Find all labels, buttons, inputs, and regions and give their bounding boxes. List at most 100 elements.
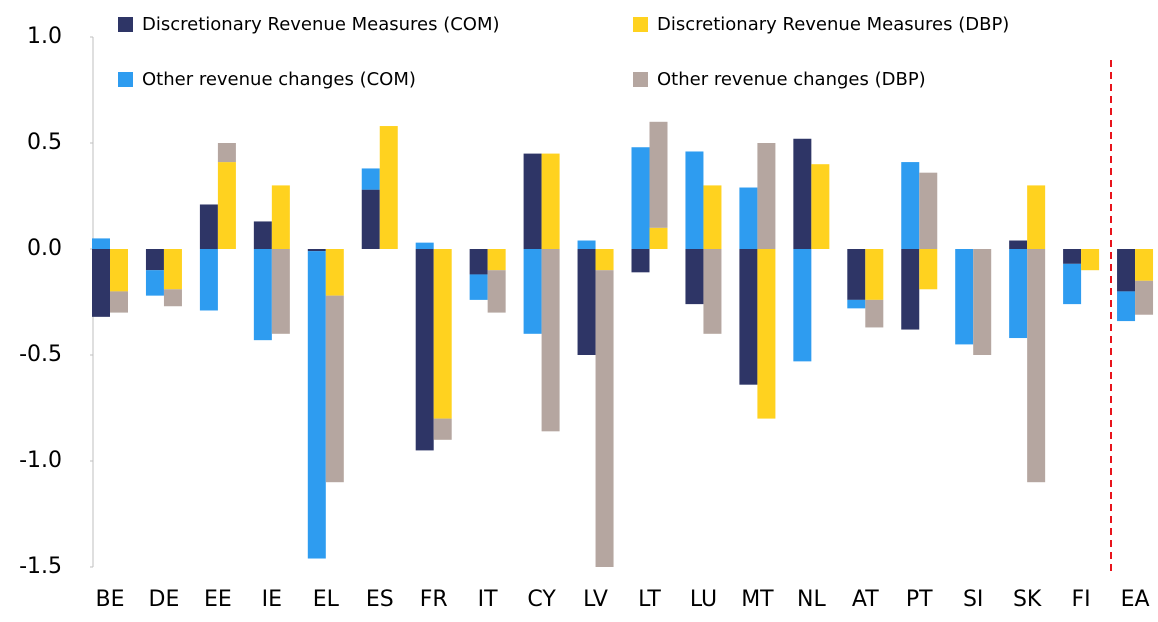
y-tick-label: -0.5 (19, 342, 62, 367)
bar (271, 249, 290, 334)
bar (1081, 249, 1100, 271)
bar (433, 249, 452, 419)
bar (1027, 249, 1046, 483)
legend-swatch (633, 17, 648, 32)
bar (541, 153, 560, 249)
bar (145, 249, 164, 271)
bar (1063, 263, 1082, 305)
bar (739, 187, 758, 249)
bar (307, 249, 326, 252)
bar (110, 249, 128, 292)
bar (847, 299, 866, 309)
bar (1117, 249, 1136, 292)
bar (955, 249, 974, 345)
x-tick-label: IT (478, 587, 498, 612)
legend-swatch (633, 72, 648, 87)
x-tick-label: EE (204, 587, 232, 612)
bar (757, 143, 776, 249)
bar (487, 249, 506, 271)
bar (307, 251, 326, 559)
bar (163, 249, 182, 290)
legend-swatch (118, 72, 133, 87)
bar (685, 151, 704, 249)
bar (649, 227, 668, 249)
x-tick-label: LT (638, 587, 661, 612)
y-tick-label: 0.0 (27, 236, 62, 261)
legend-label: Discretionary Revenue Measures (DBP) (657, 14, 1009, 35)
bar (1135, 249, 1154, 281)
bar (1117, 291, 1136, 322)
bar (847, 249, 866, 300)
bar (577, 240, 596, 249)
bar (793, 138, 812, 249)
bar (631, 249, 650, 273)
bar (901, 249, 920, 330)
bar (811, 164, 830, 249)
bar (793, 249, 812, 362)
bar (271, 185, 290, 249)
bar (253, 249, 272, 341)
bar (865, 249, 884, 300)
bar (1135, 280, 1154, 315)
bar (415, 249, 434, 451)
bar (1009, 240, 1028, 249)
bar (361, 168, 380, 190)
bar (703, 249, 722, 334)
bar (217, 143, 236, 163)
bar (631, 147, 650, 249)
bar (361, 189, 380, 249)
bar (919, 172, 938, 249)
bar (685, 249, 704, 305)
bar (595, 270, 614, 567)
bar (145, 270, 164, 296)
bar (110, 291, 128, 313)
bar (163, 289, 182, 307)
bar (92, 238, 110, 249)
legend-label: Other revenue changes (COM) (142, 69, 416, 90)
x-tick-label: MT (741, 587, 774, 612)
x-tick-label: EA (1121, 587, 1150, 612)
bar (541, 249, 560, 432)
bar (253, 221, 272, 249)
x-tick-label: FI (1072, 587, 1091, 612)
bar (199, 204, 218, 249)
bar (1027, 185, 1046, 249)
bar (469, 274, 488, 300)
x-tick-label: NL (797, 587, 826, 612)
bar (433, 418, 452, 440)
y-tick-label: -1.0 (19, 448, 62, 473)
legend-label: Discretionary Revenue Measures (COM) (142, 14, 500, 35)
legend-label: Other revenue changes (DBP) (657, 69, 926, 90)
y-tick-label: -1.5 (19, 554, 62, 579)
bar (865, 299, 884, 328)
legend-swatch (118, 17, 133, 32)
x-tick-label: PT (906, 587, 933, 612)
x-tick-label: CY (527, 587, 556, 612)
bar (757, 249, 776, 419)
bar (1063, 249, 1082, 264)
bar (487, 270, 506, 313)
bar (649, 121, 668, 228)
bar (919, 249, 938, 290)
x-tick-label: ES (366, 587, 394, 612)
x-tick-label: FR (420, 587, 448, 612)
bar (523, 153, 542, 249)
bar (325, 295, 344, 483)
bar (217, 162, 236, 249)
bar (523, 249, 542, 334)
x-tick-label: AT (852, 587, 879, 612)
x-tick-label: LV (583, 587, 608, 612)
bar (469, 249, 488, 275)
bar (703, 185, 722, 249)
bar (577, 249, 596, 355)
bar (379, 126, 398, 249)
bar (739, 249, 758, 385)
bar (415, 242, 434, 249)
y-tick-label: 0.5 (27, 130, 62, 155)
x-tick-label: SI (963, 587, 983, 612)
bar (325, 249, 344, 296)
y-tick-label: 1.0 (27, 24, 62, 49)
bar (901, 162, 920, 249)
bar (1009, 249, 1028, 339)
